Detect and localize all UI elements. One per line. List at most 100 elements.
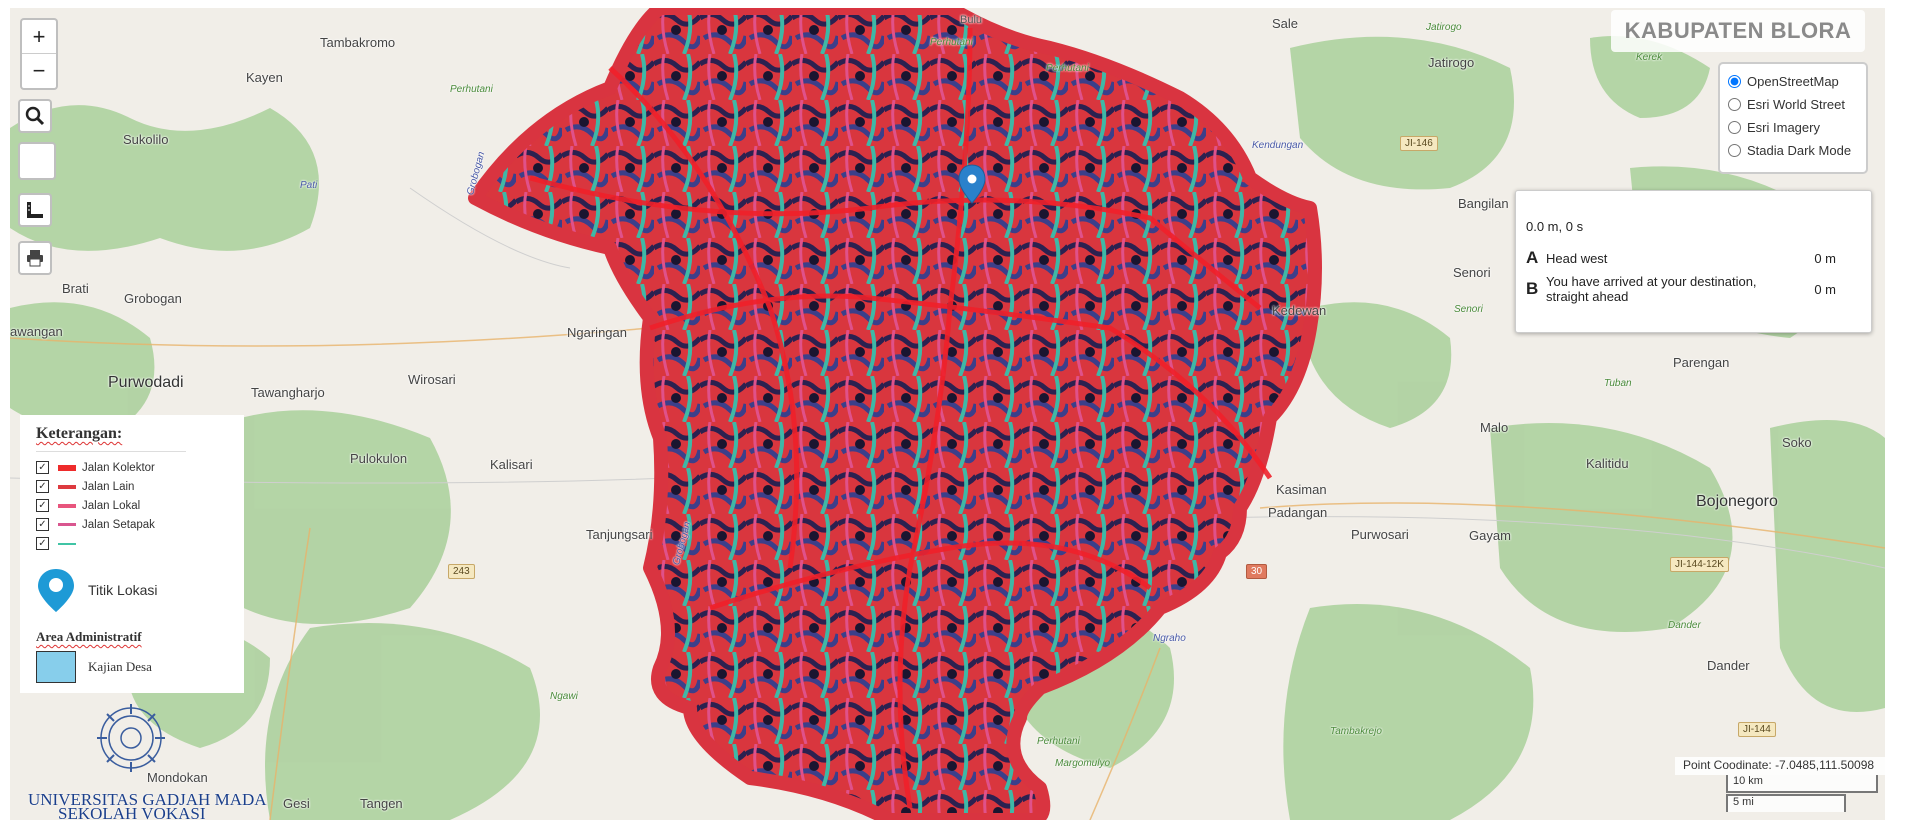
- point-coordinate-readout: Point Coodinate: -7.0485,111.50098: [1675, 757, 1885, 775]
- basemap-radio[interactable]: [1728, 98, 1741, 111]
- place-label: Grobogan: [124, 291, 182, 306]
- place-label: Sukolilo: [123, 132, 169, 147]
- place-label: Purwodadi: [108, 374, 184, 391]
- place-label: Pati: [300, 180, 318, 191]
- legend-swatch: [58, 484, 76, 489]
- basemap-option-esri-imagery[interactable]: Esri Imagery: [1726, 116, 1860, 139]
- road-shield: JI-146: [1400, 136, 1438, 151]
- legend-checkbox[interactable]: ✓: [36, 461, 49, 474]
- legend-item-jalan-lain[interactable]: ✓ Jalan Lain: [36, 477, 228, 496]
- place-label: Parengan: [1673, 355, 1730, 370]
- legend-checkbox[interactable]: ✓: [36, 480, 49, 493]
- road-shield: JI-144: [1738, 722, 1776, 737]
- place-label: Ngaringan: [567, 325, 627, 340]
- search-control[interactable]: [18, 99, 52, 133]
- basemap-radio[interactable]: [1728, 144, 1741, 157]
- place-label: Margomulyo: [1055, 758, 1111, 769]
- legend-checkbox[interactable]: ✓: [36, 537, 49, 550]
- place-label: Purwosari: [1351, 527, 1409, 542]
- draw-control-button[interactable]: [18, 142, 56, 180]
- legend-item-label: Jalan Kolektor: [82, 461, 155, 474]
- place-label: awangan: [10, 324, 63, 339]
- university-name: UNIVERSITAS GADJAH MADA: [28, 790, 267, 809]
- legend-item-kajian-desa: Kajian Desa: [36, 651, 228, 683]
- place-label: Tangen: [360, 796, 403, 811]
- place-label: Tuban: [1604, 378, 1632, 389]
- place-label: Tambakrejo: [1330, 726, 1382, 737]
- basemap-radio[interactable]: [1728, 121, 1741, 134]
- basemap: [10, 8, 1885, 820]
- scale-bar-imperial: 5 mi: [1726, 794, 1846, 812]
- place-label: Kedewan: [1272, 303, 1327, 318]
- place-label: Bulu: [960, 14, 983, 26]
- place-label: Senori: [1453, 265, 1491, 280]
- measure-control[interactable]: [18, 193, 52, 227]
- legend-item-jalan-setapak[interactable]: ✓ Jalan Setapak: [36, 515, 228, 534]
- legend-panel: Keterangan: ✓ Jalan Kolektor ✓ Jalan Lai…: [20, 415, 244, 693]
- legend-checkbox[interactable]: ✓: [36, 499, 49, 512]
- legend-item-jalan-kolektor[interactable]: ✓ Jalan Kolektor: [36, 458, 228, 477]
- place-label: Brati: [62, 281, 89, 296]
- basemap-option-stadia-dark[interactable]: Stadia Dark Mode: [1726, 139, 1860, 162]
- place-label: Dander: [1707, 658, 1750, 673]
- map-canvas[interactable]: Tambakromo Bulu Sale Jatirogo Kayen Suko…: [10, 8, 1885, 820]
- legend-item-unnamed[interactable]: ✓: [36, 534, 228, 553]
- zoom-in-button[interactable]: +: [22, 20, 56, 54]
- legend-item-label: Jalan Setapak: [82, 518, 155, 531]
- school-name: SEKOLAH VOKASI: [58, 804, 206, 820]
- basemap-option-esri-world-street[interactable]: Esri World Street: [1726, 93, 1860, 116]
- place-label: Kalisari: [490, 457, 533, 472]
- place-label: Sale: [1272, 16, 1299, 31]
- place-label: Wirosari: [408, 372, 456, 387]
- route-instructions: A Head west 0 m B You have arrived at yo…: [1526, 245, 1861, 307]
- legend-swatch: [58, 542, 76, 545]
- place-label: Bangilan: [1458, 196, 1509, 211]
- road-shield: 243: [448, 564, 475, 579]
- place-label: Gesi: [283, 796, 310, 811]
- routing-panel: 0.0 m, 0 s A Head west 0 m B You have ar…: [1515, 190, 1872, 333]
- place-label: Pulokulon: [350, 451, 408, 466]
- place-label: Padangan: [1268, 505, 1328, 520]
- ugm-logo: [97, 704, 165, 772]
- legend-checkbox[interactable]: ✓: [36, 518, 49, 531]
- route-step-text: You have arrived at your destination, st…: [1546, 274, 1757, 304]
- legend-divider: [36, 451, 186, 452]
- basemap-option-openstreetmap[interactable]: OpenStreetMap: [1726, 70, 1860, 93]
- place-label: Perhutani: [1046, 63, 1089, 74]
- legend-area-title: Area Administratif: [36, 629, 142, 644]
- place-label: Perhutani: [930, 37, 973, 48]
- place-label: Tanjungsari: [586, 527, 653, 542]
- route-step[interactable]: A Head west 0 m: [1526, 245, 1861, 271]
- basemap-selector: OpenStreetMap Esri World Street Esri Ima…: [1718, 62, 1868, 174]
- place-label: Bojonegoro: [1696, 493, 1778, 510]
- basemap-radio[interactable]: [1728, 75, 1741, 88]
- location-pin-icon: [38, 569, 74, 612]
- place-label: Kalitidu: [1586, 456, 1629, 471]
- print-control[interactable]: [18, 241, 52, 275]
- legend-item-titik-lokasi: Titik Lokasi: [36, 567, 228, 613]
- route-summary: 0.0 m, 0 s: [1526, 219, 1584, 234]
- place-label: Gayam: [1469, 528, 1511, 543]
- place-label: Tawangharjo: [251, 385, 325, 400]
- zoom-control: + −: [20, 18, 58, 90]
- place-label: Kasiman: [1276, 482, 1327, 497]
- road-shield: 30: [1246, 564, 1268, 579]
- map-title-box: KABUPATEN BLORA: [1611, 10, 1865, 52]
- place-label: Soko: [1782, 435, 1812, 450]
- place-label: Tambakromo: [320, 35, 396, 50]
- legend-swatch: [58, 503, 76, 508]
- route-step-distance: 0 m: [1814, 281, 1836, 297]
- place-label: Mondokan: [147, 770, 208, 785]
- place-label: Ngawi: [550, 691, 578, 702]
- zoom-out-button[interactable]: −: [32, 58, 46, 83]
- legend-title: Keterangan:: [36, 425, 123, 442]
- place-label: Kayen: [246, 70, 283, 85]
- location-marker: [958, 164, 986, 204]
- legend-area-swatch: [36, 651, 76, 683]
- legend-swatch: [58, 523, 76, 526]
- route-step[interactable]: B You have arrived at your destination, …: [1526, 271, 1861, 307]
- legend-item-jalan-lokal[interactable]: ✓ Jalan Lokal: [36, 496, 228, 515]
- place-label: Perhutani: [1037, 736, 1080, 747]
- legend-point-label: Titik Lokasi: [88, 582, 158, 598]
- start-marker-icon: A: [1526, 248, 1539, 267]
